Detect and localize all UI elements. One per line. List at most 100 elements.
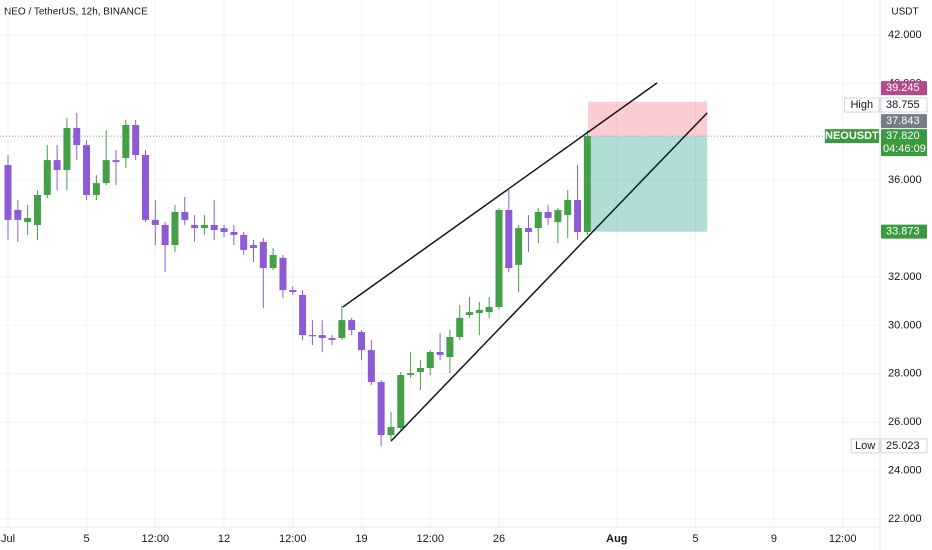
- x-tick-label: 12:00: [279, 533, 307, 545]
- candle-body: [24, 217, 32, 223]
- price-label: 25.023: [886, 440, 920, 452]
- y-tick-label: 36.000: [888, 174, 922, 186]
- x-tick-label: 9: [771, 533, 777, 545]
- x-tick-label: 12:00: [142, 533, 170, 545]
- candle-body: [279, 257, 287, 291]
- y-tick-label: 42.000: [888, 29, 922, 41]
- candle-body: [397, 375, 405, 429]
- candle-body: [4, 164, 12, 220]
- candle-body: [407, 373, 415, 376]
- price-label-bg: [880, 97, 928, 113]
- candle-body: [338, 320, 346, 338]
- candle-body: [426, 352, 434, 368]
- candle-body: [475, 309, 483, 314]
- price-tag-bg: [844, 97, 880, 113]
- price-label: 33.873: [886, 226, 920, 238]
- price-label: 37.820: [886, 130, 920, 142]
- candle-body: [348, 320, 356, 331]
- candle-body: [554, 209, 562, 223]
- candle-body: [485, 307, 493, 313]
- candle-body: [210, 224, 218, 231]
- candle-body: [151, 219, 159, 225]
- candle-body: [181, 211, 189, 220]
- candle-body: [308, 335, 316, 337]
- price-label-bg: [881, 224, 927, 239]
- x-tick-label: 12: [218, 533, 230, 545]
- candle-body: [495, 209, 503, 308]
- candle-body: [446, 337, 454, 358]
- candle-body: [564, 200, 572, 216]
- x-tick-label: 12:00: [416, 533, 444, 545]
- candle-body: [14, 209, 22, 220]
- price-tag-bg: [824, 129, 879, 144]
- x-tick-label: 12:00: [829, 533, 857, 545]
- candle-body: [299, 294, 307, 336]
- candle-body: [73, 127, 81, 146]
- candle-body: [456, 317, 464, 338]
- candle-body: [387, 427, 395, 436]
- candle-body: [83, 145, 91, 195]
- candle-body: [112, 160, 120, 163]
- candle-body: [269, 254, 277, 269]
- candle-body: [574, 200, 582, 232]
- price-label-bg: [880, 438, 928, 454]
- price-tag: NEOUSDT: [825, 130, 879, 142]
- candle-body: [161, 224, 169, 246]
- candle-body: [220, 228, 228, 232]
- price-label-bg: [881, 114, 927, 129]
- candle-body: [583, 136, 591, 232]
- y-tick-label: 28.000: [888, 368, 922, 380]
- candle-body: [249, 245, 257, 248]
- candle-body: [33, 194, 41, 225]
- price-label: 39.245: [886, 82, 920, 94]
- y-tick-label: 32.000: [888, 271, 922, 283]
- x-tick-label: 5: [83, 533, 89, 545]
- candle-body: [191, 224, 199, 229]
- candle-body: [466, 312, 474, 315]
- y-tick-label: 24.000: [888, 465, 922, 477]
- candle-body: [416, 367, 424, 373]
- candle-body: [544, 211, 552, 218]
- x-tick-label: 19: [355, 533, 367, 545]
- candle-body: [230, 231, 238, 235]
- candle-body: [259, 241, 267, 269]
- candle-body: [92, 183, 100, 195]
- price-label: 37.843: [886, 115, 920, 127]
- candle-body: [505, 209, 513, 269]
- candle-body: [171, 211, 179, 246]
- candle-body: [102, 160, 110, 184]
- x-tick-label: Aug: [606, 533, 627, 545]
- candle-body: [524, 228, 532, 232]
- price-label-bg: [881, 129, 927, 157]
- candle-body: [289, 290, 297, 293]
- candle-body: [132, 125, 140, 156]
- y-tick-label: 22.000: [888, 513, 922, 525]
- trendline: [342, 82, 658, 308]
- y-tick-label: 26.000: [888, 416, 922, 428]
- price-tag: High: [850, 99, 873, 111]
- y-tick-label: 30.000: [888, 319, 922, 331]
- candle-body: [53, 160, 61, 171]
- price-tag-bg: [850, 438, 880, 454]
- trendline: [390, 112, 708, 442]
- candle-body: [534, 211, 542, 229]
- candle-body: [515, 228, 523, 265]
- price-label: 38.755: [886, 99, 920, 111]
- x-tick-label: 5: [692, 533, 698, 545]
- candle-body: [318, 335, 326, 338]
- y-axis-label: USDT: [891, 7, 918, 18]
- countdown: 04:46:09: [883, 143, 926, 155]
- candle-body: [141, 155, 149, 220]
- x-tick-label: 26: [493, 533, 505, 545]
- candle-body: [358, 331, 366, 351]
- price-tag: Low: [855, 440, 875, 452]
- candle-body: [200, 224, 208, 229]
- x-tick-label: Jul: [1, 533, 15, 545]
- price-label-bg: [881, 81, 927, 96]
- candle-body: [240, 234, 248, 250]
- candle-body: [328, 337, 336, 340]
- candle-body: [122, 125, 130, 158]
- chart-title: NEO / TetherUS, 12h, BINANCE: [4, 7, 148, 18]
